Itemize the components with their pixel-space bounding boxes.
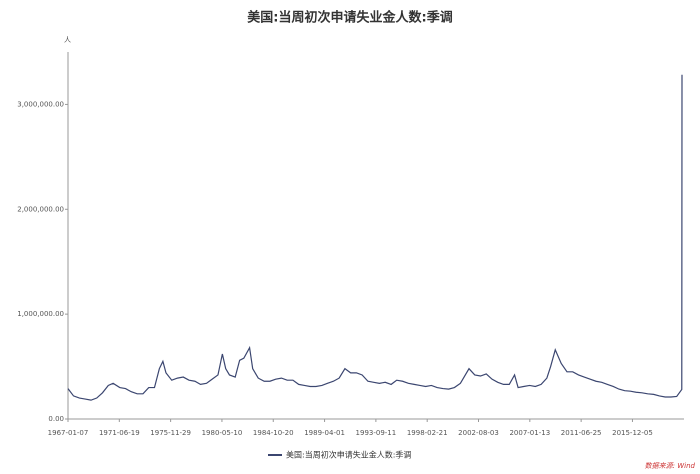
x-tick-label: 1998-02-21 <box>407 429 448 437</box>
y-unit: 人 <box>64 36 71 44</box>
x-tick-label: 1967-01-07 <box>48 429 89 437</box>
x-tick-label: 1975-11-29 <box>150 429 191 437</box>
x-tick-label: 1989-04-01 <box>304 429 345 437</box>
x-tick-label: 1993-09-11 <box>356 429 397 437</box>
x-tick-label: 2007-01-13 <box>509 429 550 437</box>
y-tick-label: 1,000,000.00 <box>17 310 64 318</box>
x-tick-label: 1980-05-10 <box>202 429 243 437</box>
x-tick-label: 2011-06-25 <box>561 429 602 437</box>
x-tick-label: 2015-12-05 <box>612 429 653 437</box>
x-tick-label: 1971-06-19 <box>99 429 140 437</box>
y-tick-label: 2,000,000.00 <box>17 205 64 213</box>
chart-title: 美国:当周初次申请失业金人数:季调 <box>247 10 452 26</box>
legend-label: 美国:当周初次申请失业金人数:季调 <box>286 450 411 460</box>
x-tick-label: 1984-10-20 <box>253 429 294 437</box>
x-tick-label: 2002-08-03 <box>458 429 499 437</box>
source: 数据来源: Wind <box>645 462 696 470</box>
line <box>67 74 683 401</box>
y-tick-label: 0.00 <box>48 415 64 423</box>
y-tick-label: 3,000,000.00 <box>17 100 64 108</box>
